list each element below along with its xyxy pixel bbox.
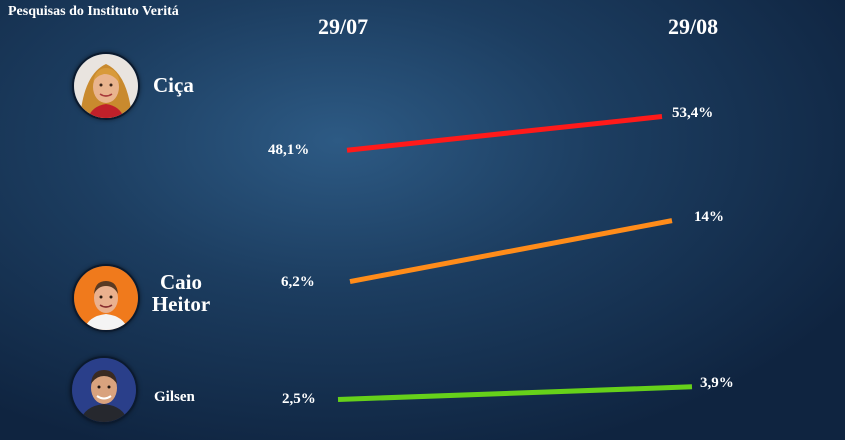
series-line-1: [346, 114, 663, 153]
candidate-name-gilsen: Gilsen: [154, 389, 195, 405]
page-title: Pesquisas do Instituto Veritá: [8, 4, 179, 19]
candidate-name-cica: Ciça: [153, 73, 194, 97]
x-tick-label-29-07: 29/07: [318, 14, 369, 39]
woman-portrait-icon: [74, 54, 138, 118]
candidate-name-line-1: Caio: [160, 270, 202, 294]
x-tick-label-29-08: 29/08: [668, 14, 719, 39]
series-line-3: [337, 384, 693, 402]
young-man-portrait-icon: [74, 266, 138, 330]
avatar-cica: [72, 52, 140, 120]
series-line-2: [349, 218, 673, 285]
man-portrait-icon: [72, 358, 136, 422]
data-label-s1-p2: 53,4%: [672, 104, 714, 121]
candidate-name-line-2: Heitor: [151, 292, 211, 316]
data-label-s3-p1: 2,5%: [282, 391, 316, 408]
data-label-s3-p2: 3,9%: [700, 374, 734, 391]
avatar-gilsen: [70, 356, 138, 424]
avatar-caio-heitor: [72, 264, 140, 332]
data-label-s2-p1: 6,2%: [281, 273, 315, 290]
candidate-name-caio-heitor: Caio Heitor: [145, 271, 217, 315]
data-label-s1-p1: 48,1%: [268, 142, 310, 159]
data-label-s2-p2: 14%: [694, 208, 724, 225]
